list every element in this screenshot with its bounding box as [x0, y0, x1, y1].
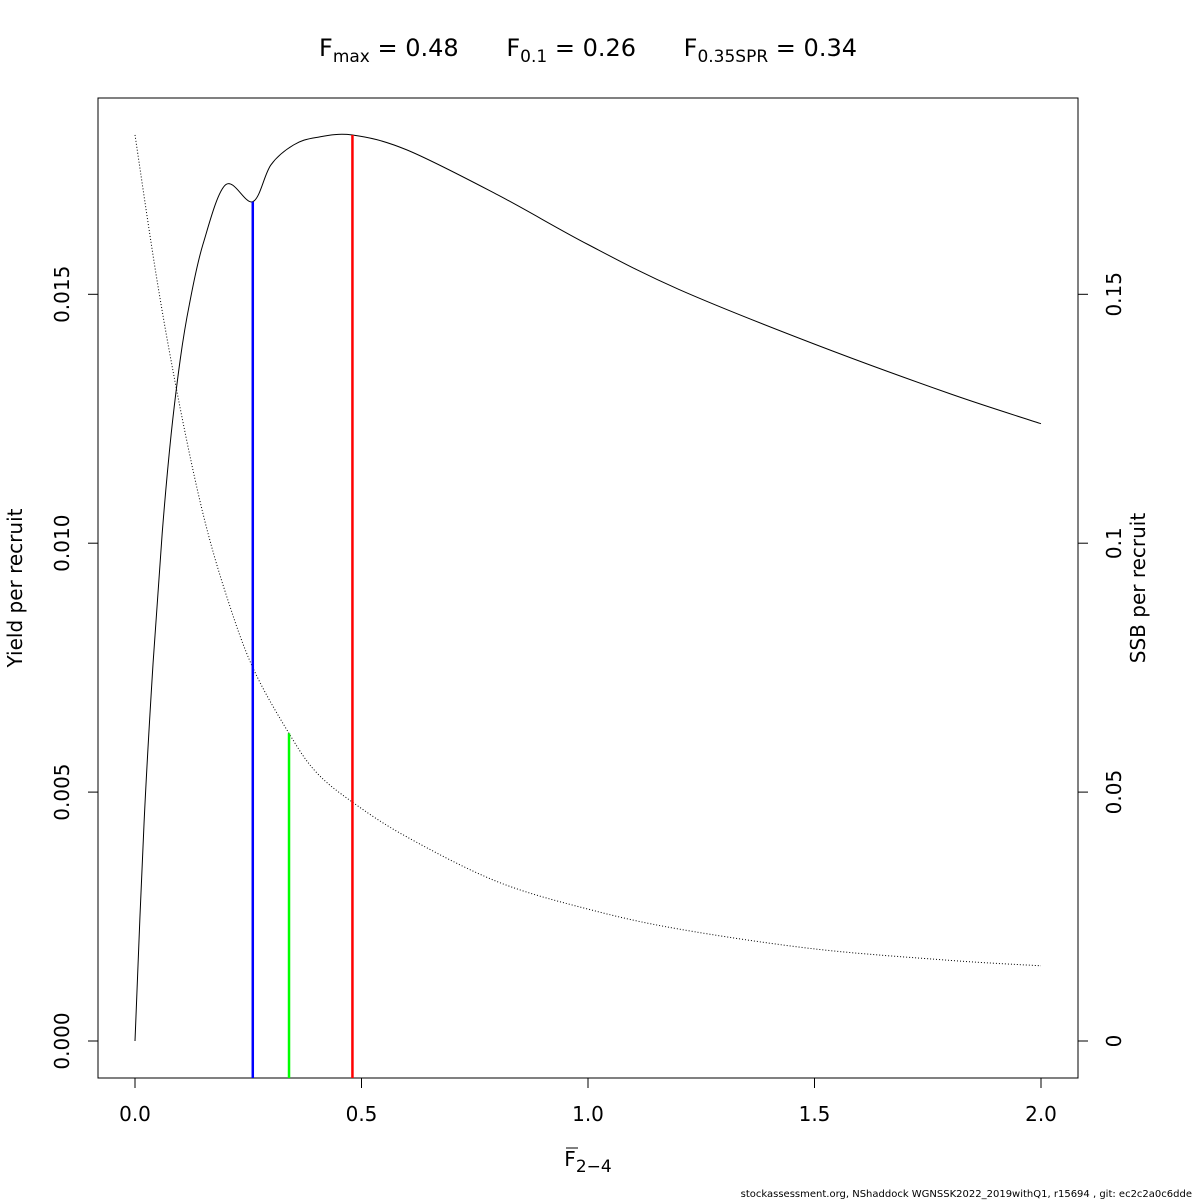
y-left-tick-label: 0.000	[50, 1012, 74, 1069]
refpoint-f01-symbol: F	[506, 34, 520, 62]
refpoint-fspr-value: 0.34	[804, 34, 857, 62]
refpoint-fspr-subscript: 0.35SPR	[697, 47, 768, 67]
refpoint-gap	[676, 34, 684, 62]
y-left-tick-label: 0.015	[50, 266, 74, 323]
refpoint-f01-value: 0.26	[583, 34, 636, 62]
axes-layer: 0.0 0.5 1.0 1.5 2.0 0.000 0.005 0.010 0.015 0 0.05…	[50, 266, 1126, 1126]
y-axis-right-title: SSB per recruit	[1126, 513, 1150, 664]
x-tick-label: 1.0	[572, 1102, 604, 1126]
y-left-tick-label: 0.010	[50, 515, 74, 572]
refpoint-fspr-equals: =	[768, 34, 803, 62]
ssb-per-recruit-line	[134, 134, 1042, 967]
y-right-tick-label: 0	[1102, 1035, 1126, 1048]
reference-lines-layer	[251, 135, 354, 1078]
refpoint-fmax-symbol: F	[319, 34, 333, 62]
y-right-tick-label: 0.1	[1102, 527, 1126, 559]
refpoint-fmax-value: 0.48	[405, 34, 458, 62]
x-tick-label: 0.5	[346, 1102, 378, 1126]
x-tick-label: 0.0	[119, 1102, 151, 1126]
x-axis-title-base: F	[564, 1147, 576, 1171]
footer-credit: stockassessment.org, NShaddock WGNSSK202…	[741, 1189, 1192, 1200]
y-axis-left-title: Yield per recruit	[3, 508, 27, 668]
refpoint-f01-subscript: 0.1	[520, 47, 547, 67]
refpoint-gap	[499, 34, 507, 62]
refpoint-f01-equals: =	[547, 34, 582, 62]
series-layer	[134, 133, 1042, 1042]
refpoint-fmax-equals: =	[370, 34, 405, 62]
x-tick-label: 2.0	[1025, 1102, 1057, 1126]
y-left-tick-label: 0.005	[50, 763, 74, 820]
refpoint-fspr-symbol: F	[684, 34, 698, 62]
x-axis-title: F2−4	[564, 1147, 611, 1177]
y-right-tick-label: 0.15	[1102, 272, 1126, 317]
y-right-tick-label: 0.05	[1102, 770, 1126, 815]
x-tick-label: 1.5	[799, 1102, 831, 1126]
yield-per-recruit-line	[134, 133, 1042, 1042]
x-axis-title-subscript: 2−4	[576, 1157, 612, 1177]
chart-title: Fmax = 0.48 F0.1 = 0.26 F0.35SPR = 0.34	[319, 34, 857, 67]
refpoint-fmax-subscript: max	[333, 47, 370, 67]
